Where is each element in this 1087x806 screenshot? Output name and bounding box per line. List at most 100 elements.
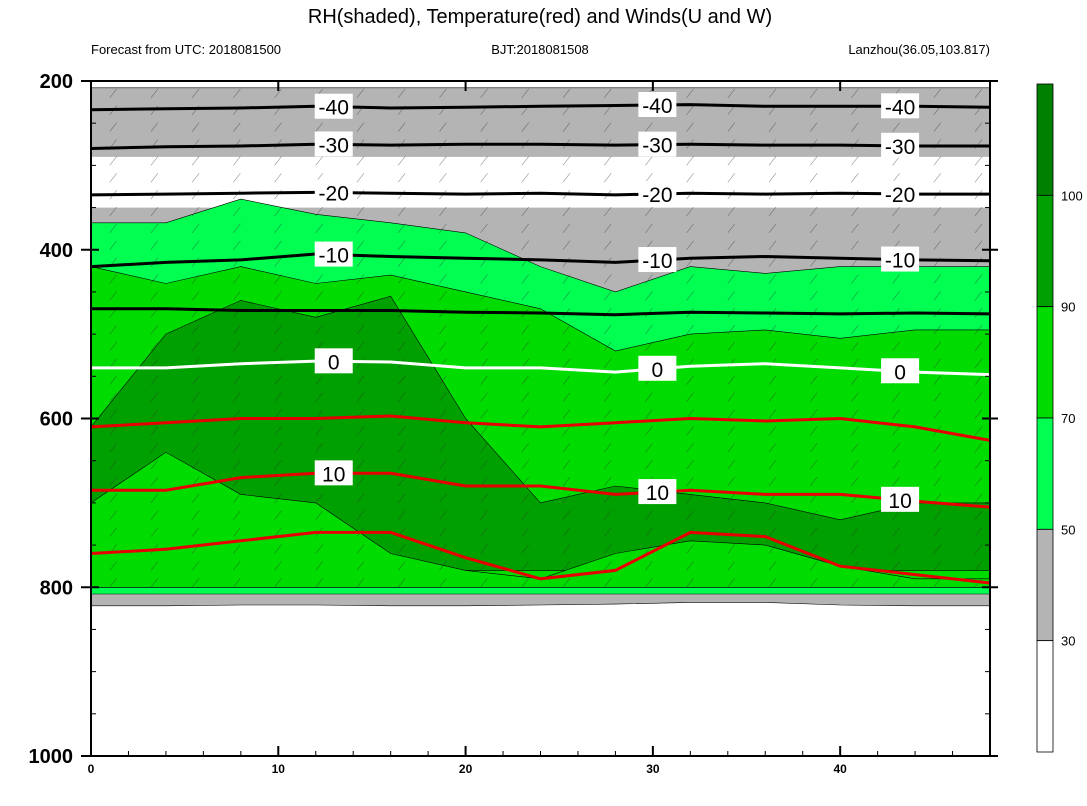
wind-barb — [480, 156, 488, 166]
wind-barb — [686, 240, 694, 250]
wind-barb — [150, 578, 159, 588]
wind-barb — [562, 476, 571, 487]
wind-barb — [933, 88, 942, 99]
wind-barb — [521, 392, 530, 402]
wind-barb — [603, 375, 612, 385]
wind-barb — [727, 105, 736, 115]
wind-barb — [315, 544, 323, 554]
wind-barb — [603, 274, 612, 284]
wind-barb — [645, 443, 653, 453]
wind-barb — [686, 375, 694, 385]
wind-barb — [233, 206, 241, 217]
wind-barb — [686, 122, 694, 132]
wind-barb — [974, 358, 983, 369]
wind-barb — [397, 122, 406, 132]
wind-barb — [686, 274, 694, 284]
x-tick-label: 10 — [272, 762, 286, 776]
wind-barb — [480, 274, 488, 284]
wind-barb — [686, 409, 694, 419]
wind-barb — [768, 173, 777, 183]
wind-barb — [191, 324, 200, 335]
wind-barb — [233, 561, 241, 571]
wind-barb — [233, 240, 241, 250]
wind-barb — [562, 409, 571, 419]
wind-barb — [974, 392, 983, 402]
wind-barb — [892, 561, 900, 571]
wind-barb — [562, 527, 571, 537]
wind-barb — [809, 544, 818, 554]
wind-barb — [603, 341, 612, 352]
contour-label: -40 — [319, 97, 349, 120]
wind-barb — [645, 223, 653, 234]
wind-barb — [315, 206, 323, 217]
wind-barb — [933, 409, 942, 419]
wind-barb — [686, 476, 694, 487]
contour-label-box — [638, 247, 677, 273]
wind-barb — [150, 122, 159, 132]
wind-barb — [562, 324, 571, 335]
wind-barb — [686, 561, 694, 571]
wind-barb — [356, 88, 365, 99]
wind-barb — [397, 493, 406, 504]
wind-barb — [356, 206, 365, 217]
wind-barb — [315, 561, 323, 571]
wind-barb — [109, 459, 117, 470]
wind-barb — [191, 443, 200, 453]
wind-barb — [480, 426, 488, 436]
wind-barb — [562, 493, 571, 504]
wind-barb — [768, 459, 777, 470]
colorbar-segment — [1036, 417, 1054, 530]
wind-barb — [315, 274, 323, 284]
wind-barb — [809, 578, 818, 588]
y-tick-label: 400 — [40, 240, 73, 262]
wind-barb — [727, 375, 736, 385]
subtitle-center: BJT:2018081508 — [491, 42, 589, 57]
wind-barb — [768, 527, 777, 537]
wind-barb — [809, 426, 818, 436]
wind-barb — [109, 240, 117, 250]
wind-barb — [768, 409, 777, 419]
wind-barb — [480, 341, 488, 352]
wind-barb — [851, 409, 859, 419]
wind-barb — [109, 358, 117, 369]
wind-barb — [809, 240, 818, 250]
wind-barb — [439, 206, 447, 217]
wind-barb — [974, 274, 983, 284]
wind-barb — [480, 392, 488, 402]
temperature-contour — [90, 414, 991, 442]
wind-barb — [933, 544, 942, 554]
wind-barb — [191, 561, 200, 571]
contour-label-box — [314, 131, 353, 157]
wind-barb — [645, 341, 653, 352]
wind-barb — [645, 544, 653, 554]
wind-barb — [233, 375, 241, 385]
wind-barb — [439, 375, 447, 385]
colorbar-label: 100 — [1061, 188, 1083, 203]
wind-barb — [521, 173, 530, 183]
wind-barb — [191, 173, 200, 183]
wind-barb — [109, 156, 117, 166]
temperature-contour — [90, 252, 991, 269]
contour-label: -40 — [642, 95, 672, 118]
wind-barb — [191, 223, 200, 234]
wind-barb — [645, 561, 653, 571]
temperature-contour — [91, 359, 991, 377]
wind-barb — [686, 392, 694, 402]
wind-barb — [521, 341, 530, 352]
wind-barb — [809, 122, 818, 132]
colorbar-segment — [1036, 83, 1054, 196]
wind-barb — [274, 459, 282, 470]
wind-barb — [274, 291, 282, 301]
wind-barb — [233, 324, 241, 335]
wind-barb — [603, 443, 612, 453]
wind-barb — [315, 426, 323, 436]
colorbar-segment — [1036, 640, 1054, 753]
wind-barb — [686, 291, 694, 301]
wind-barb — [809, 341, 818, 352]
wind-barb — [109, 341, 117, 352]
wind-barb — [150, 223, 159, 234]
wind-barb — [150, 206, 159, 217]
wind-barb — [356, 544, 365, 554]
wind-barb — [274, 578, 282, 588]
wind-barb — [809, 173, 818, 183]
